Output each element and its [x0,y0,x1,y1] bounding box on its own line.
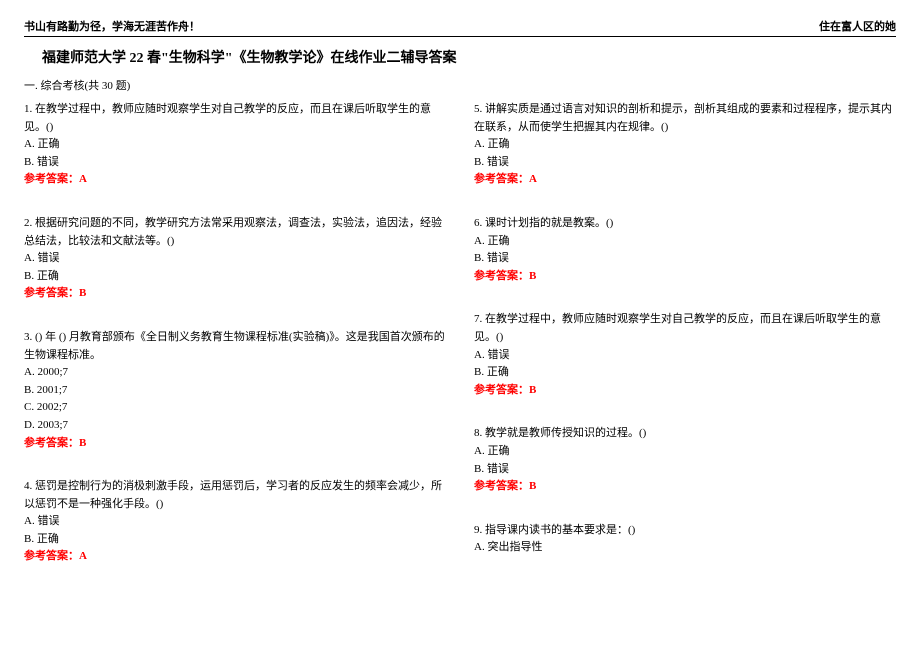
question-option: A. 正确 [24,136,446,154]
answer-line: 参考答案：A [474,171,896,189]
answer-value: B [79,437,86,449]
answer-value: B [79,287,86,299]
answer-value: B [529,480,536,492]
answer-line: 参考答案：A [24,548,446,566]
question-option: B. 正确 [24,268,446,286]
question-option: A. 正确 [474,136,896,154]
question-block: 4. 惩罚是控制行为的消极刺激手段，运用惩罚后，学习者的反应发生的频率会减少，所… [24,478,446,566]
question-option: B. 错误 [474,250,896,268]
question-block: 5. 讲解实质是通过语言对知识的剖析和提示，剖析其组成的要素和过程程序，提示其内… [474,101,896,189]
question-stem: 9. 指导课内读书的基本要求是：() [474,522,896,540]
answer-value: B [529,270,536,282]
header-right: 住在富人区的她 [819,18,896,34]
answer-line: 参考答案：B [474,478,896,496]
question-stem: 6. 课时计划指的就是教案。() [474,215,896,233]
answer-value: A [529,173,537,185]
left-column: 1. 在教学过程中，教师应随时观察学生对自己教学的反应，而且在课后听取学生的意见… [24,101,446,592]
page-header: 书山有路勤为径，学海无涯苦作舟！ 住在富人区的她 [24,18,896,37]
question-block: 2. 根据研究问题的不同，教学研究方法常采用观察法，调查法，实验法，追因法，经验… [24,215,446,303]
answer-value: B [529,384,536,396]
answer-label: 参考答案： [474,384,529,396]
question-option: B. 错误 [24,154,446,172]
question-block: 3. () 年 () 月教育部颁布《全日制义务教育生物课程标准(实验稿)》。这是… [24,329,446,452]
answer-value: A [79,173,87,185]
answer-label: 参考答案： [474,480,529,492]
section-label: 一. 综合考核(共 30 题) [24,77,896,93]
answer-line: 参考答案：B [474,382,896,400]
answer-label: 参考答案： [24,550,79,562]
question-stem: 4. 惩罚是控制行为的消极刺激手段，运用惩罚后，学习者的反应发生的频率会减少，所… [24,478,446,513]
question-option: A. 错误 [24,250,446,268]
question-block: 6. 课时计划指的就是教案。()A. 正确B. 错误参考答案：B [474,215,896,285]
answer-line: 参考答案：B [474,268,896,286]
answer-line: 参考答案：B [24,435,446,453]
question-block: 9. 指导课内读书的基本要求是：()A. 突出指导性 [474,522,896,557]
question-option: A. 错误 [474,347,896,365]
question-stem: 8. 教学就是教师传授知识的过程。() [474,425,896,443]
answer-label: 参考答案： [474,173,529,185]
page-title: 福建师范大学 22 春"生物科学"《生物教学论》在线作业二辅导答案 [42,47,896,67]
question-stem: 2. 根据研究问题的不同，教学研究方法常采用观察法，调查法，实验法，追因法，经验… [24,215,446,250]
question-option: A. 错误 [24,513,446,531]
question-stem: 3. () 年 () 月教育部颁布《全日制义务教育生物课程标准(实验稿)》。这是… [24,329,446,364]
question-option: A. 正确 [474,233,896,251]
answer-label: 参考答案： [24,173,79,185]
answer-line: 参考答案：B [24,285,446,303]
answer-label: 参考答案： [24,437,79,449]
question-stem: 7. 在教学过程中，教师应随时观察学生对自己教学的反应，而且在课后听取学生的意见… [474,311,896,346]
content-columns: 1. 在教学过程中，教师应随时观察学生对自己教学的反应，而且在课后听取学生的意见… [24,101,896,592]
question-option: B. 正确 [24,531,446,549]
question-option: B. 2001;7 [24,382,446,400]
question-block: 1. 在教学过程中，教师应随时观察学生对自己教学的反应，而且在课后听取学生的意见… [24,101,446,189]
question-block: 7. 在教学过程中，教师应随时观察学生对自己教学的反应，而且在课后听取学生的意见… [474,311,896,399]
question-option: A. 突出指导性 [474,539,896,557]
question-option: B. 错误 [474,461,896,479]
answer-value: A [79,550,87,562]
answer-line: 参考答案：A [24,171,446,189]
header-left: 书山有路勤为径，学海无涯苦作舟！ [24,18,200,34]
question-option: A. 2000;7 [24,364,446,382]
question-option: C. 2002;7 [24,399,446,417]
question-option: B. 错误 [474,154,896,172]
question-option: A. 正确 [474,443,896,461]
answer-label: 参考答案： [474,270,529,282]
question-stem: 1. 在教学过程中，教师应随时观察学生对自己教学的反应，而且在课后听取学生的意见… [24,101,446,136]
question-option: D. 2003;7 [24,417,446,435]
answer-label: 参考答案： [24,287,79,299]
question-stem: 5. 讲解实质是通过语言对知识的剖析和提示，剖析其组成的要素和过程程序，提示其内… [474,101,896,136]
right-column: 5. 讲解实质是通过语言对知识的剖析和提示，剖析其组成的要素和过程程序，提示其内… [474,101,896,592]
question-block: 8. 教学就是教师传授知识的过程。()A. 正确B. 错误参考答案：B [474,425,896,495]
question-option: B. 正确 [474,364,896,382]
